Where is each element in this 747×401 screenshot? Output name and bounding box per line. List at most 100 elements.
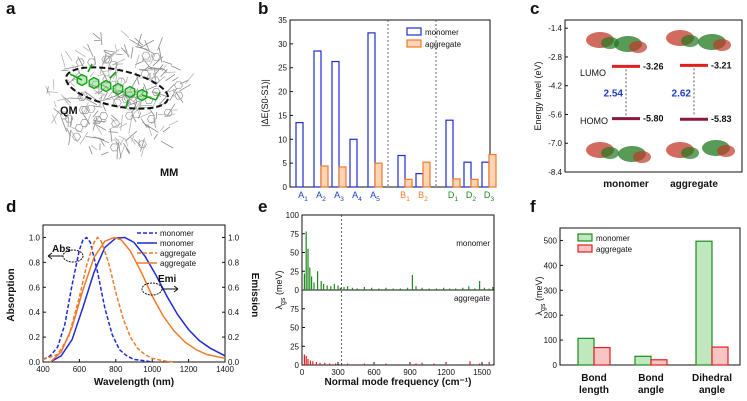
d-ylabel: Absorption (6, 268, 17, 321)
mm-ring (150, 76, 160, 85)
mm-ring (64, 114, 74, 123)
f-ytick-label: 100 (544, 336, 558, 345)
mm-bond (147, 67, 162, 70)
mm-bond (160, 140, 174, 149)
d-annotation-emi: Emi (158, 274, 177, 285)
d-y2tick-label: 0.4 (228, 308, 240, 317)
qm-bond (125, 99, 129, 109)
b-ytick-label: 20 (278, 88, 287, 97)
c-gap-value: 2.54 (604, 89, 624, 100)
c-lumo-value: -3.26 (643, 61, 664, 71)
qm-bond (87, 63, 93, 73)
mm-ring (163, 108, 173, 117)
e-bottom-ytick-label: 0 (295, 361, 300, 370)
b-xtick-label: A4 (352, 190, 362, 203)
d-y2tick-label: 0.6 (228, 283, 240, 292)
f-legend-swatch-monomer (577, 233, 593, 242)
mm-bond (97, 73, 106, 77)
d-y2tick-label: 0.2 (228, 333, 240, 342)
b-ytick-label: 35 (278, 16, 287, 25)
b-bar-aggregate (452, 178, 461, 188)
mm-bond (108, 131, 118, 133)
b-xtick-label: D3 (484, 190, 495, 203)
f-ytick-label: 400 (544, 261, 558, 270)
qm-ring (112, 82, 124, 96)
mm-bond (124, 138, 129, 147)
mm-bond (46, 86, 49, 94)
b-legend-swatch-aggregate (406, 39, 422, 48)
d-xlabel: Wavelength (nm) (94, 377, 174, 388)
mm-bond (114, 137, 123, 146)
e-top-ytick-label: 100 (286, 211, 300, 220)
mm-bond (130, 46, 134, 59)
f-legend-aggregate: aggregate (596, 245, 633, 254)
mm-bond (99, 98, 112, 102)
mm-bond (118, 135, 126, 140)
e-xtick-label: 1200 (437, 368, 455, 377)
b-ytick-label: 10 (278, 135, 287, 144)
d-series-aggregate-abs (42, 236, 175, 363)
mm-bond (87, 43, 94, 57)
mm-bond (175, 91, 184, 103)
b-bar-aggregate (374, 162, 383, 188)
f-xtick-label-line1: Dihedral (692, 373, 732, 384)
panel-letter-f: f (530, 197, 536, 216)
mm-bond (172, 77, 179, 82)
b-bar-monomer (331, 60, 340, 188)
e-xtick-label: 300 (331, 368, 345, 377)
c-xtick-label: monomer (603, 179, 649, 190)
mm-ring (80, 119, 89, 127)
mm-bond (131, 135, 135, 142)
e-bottom-ytick-label: 25 (290, 342, 299, 351)
mm-bond (179, 84, 191, 92)
mm-bond (162, 60, 173, 65)
mm-bond (103, 49, 116, 53)
mm-ring (78, 91, 88, 100)
mm-bond (117, 142, 122, 159)
d-y2tick-label: 0.8 (228, 258, 240, 267)
mm-bond (147, 123, 153, 136)
mm-ring (59, 111, 69, 120)
b-ylabel: |ΔE(S0-S1)| (260, 79, 270, 127)
e-bottom-ytick-label: 50 (290, 324, 299, 333)
qm-bond (155, 91, 161, 101)
e-ylabel: λgs (meV) (274, 271, 287, 310)
mm-bond (110, 117, 117, 125)
mm-bond (108, 122, 123, 130)
c-homo-value: -5.80 (643, 114, 664, 124)
e-bottom-label: aggregate (454, 294, 491, 303)
orbital-lobe (629, 41, 647, 53)
mm-ring (111, 119, 120, 128)
panel-letter-a: a (6, 0, 16, 18)
b-bar-aggregate (470, 178, 479, 188)
e-xtick-label: 900 (403, 368, 417, 377)
d-xtick-label: 1400 (216, 365, 234, 374)
mm-bond (141, 60, 150, 62)
mm-ring (77, 93, 87, 101)
mm-bond (109, 48, 120, 59)
mm-bond (101, 151, 109, 156)
mm-bond (133, 139, 142, 146)
c-ylabel: Energy level (eV) (533, 61, 543, 130)
qm-mm-cluster-illustration (45, 30, 195, 160)
mm-bond (61, 117, 68, 132)
mm-bond (158, 47, 163, 63)
f-xtick-label-line2: angle (638, 385, 665, 396)
mm-bond (138, 68, 149, 71)
mm-bond (100, 139, 105, 147)
f-xtick-label-line1: Bond (581, 373, 607, 384)
b-ytick-label: 15 (278, 111, 287, 120)
panel-d-frame (42, 224, 226, 363)
f-ytick-label: 0 (553, 361, 558, 370)
mm-bond (92, 32, 101, 40)
mm-ring (91, 80, 101, 89)
mm-bond (161, 64, 167, 72)
b-xtick-label: B1 (400, 190, 410, 203)
mm-bond (139, 111, 152, 118)
mm-bond (77, 71, 83, 77)
f-xtick-label-line1: Bond (638, 373, 664, 384)
f-bar-monomer (577, 337, 595, 366)
mm-bond (81, 111, 91, 125)
mm-bond (93, 105, 103, 108)
b-bar-aggregate (338, 166, 347, 188)
